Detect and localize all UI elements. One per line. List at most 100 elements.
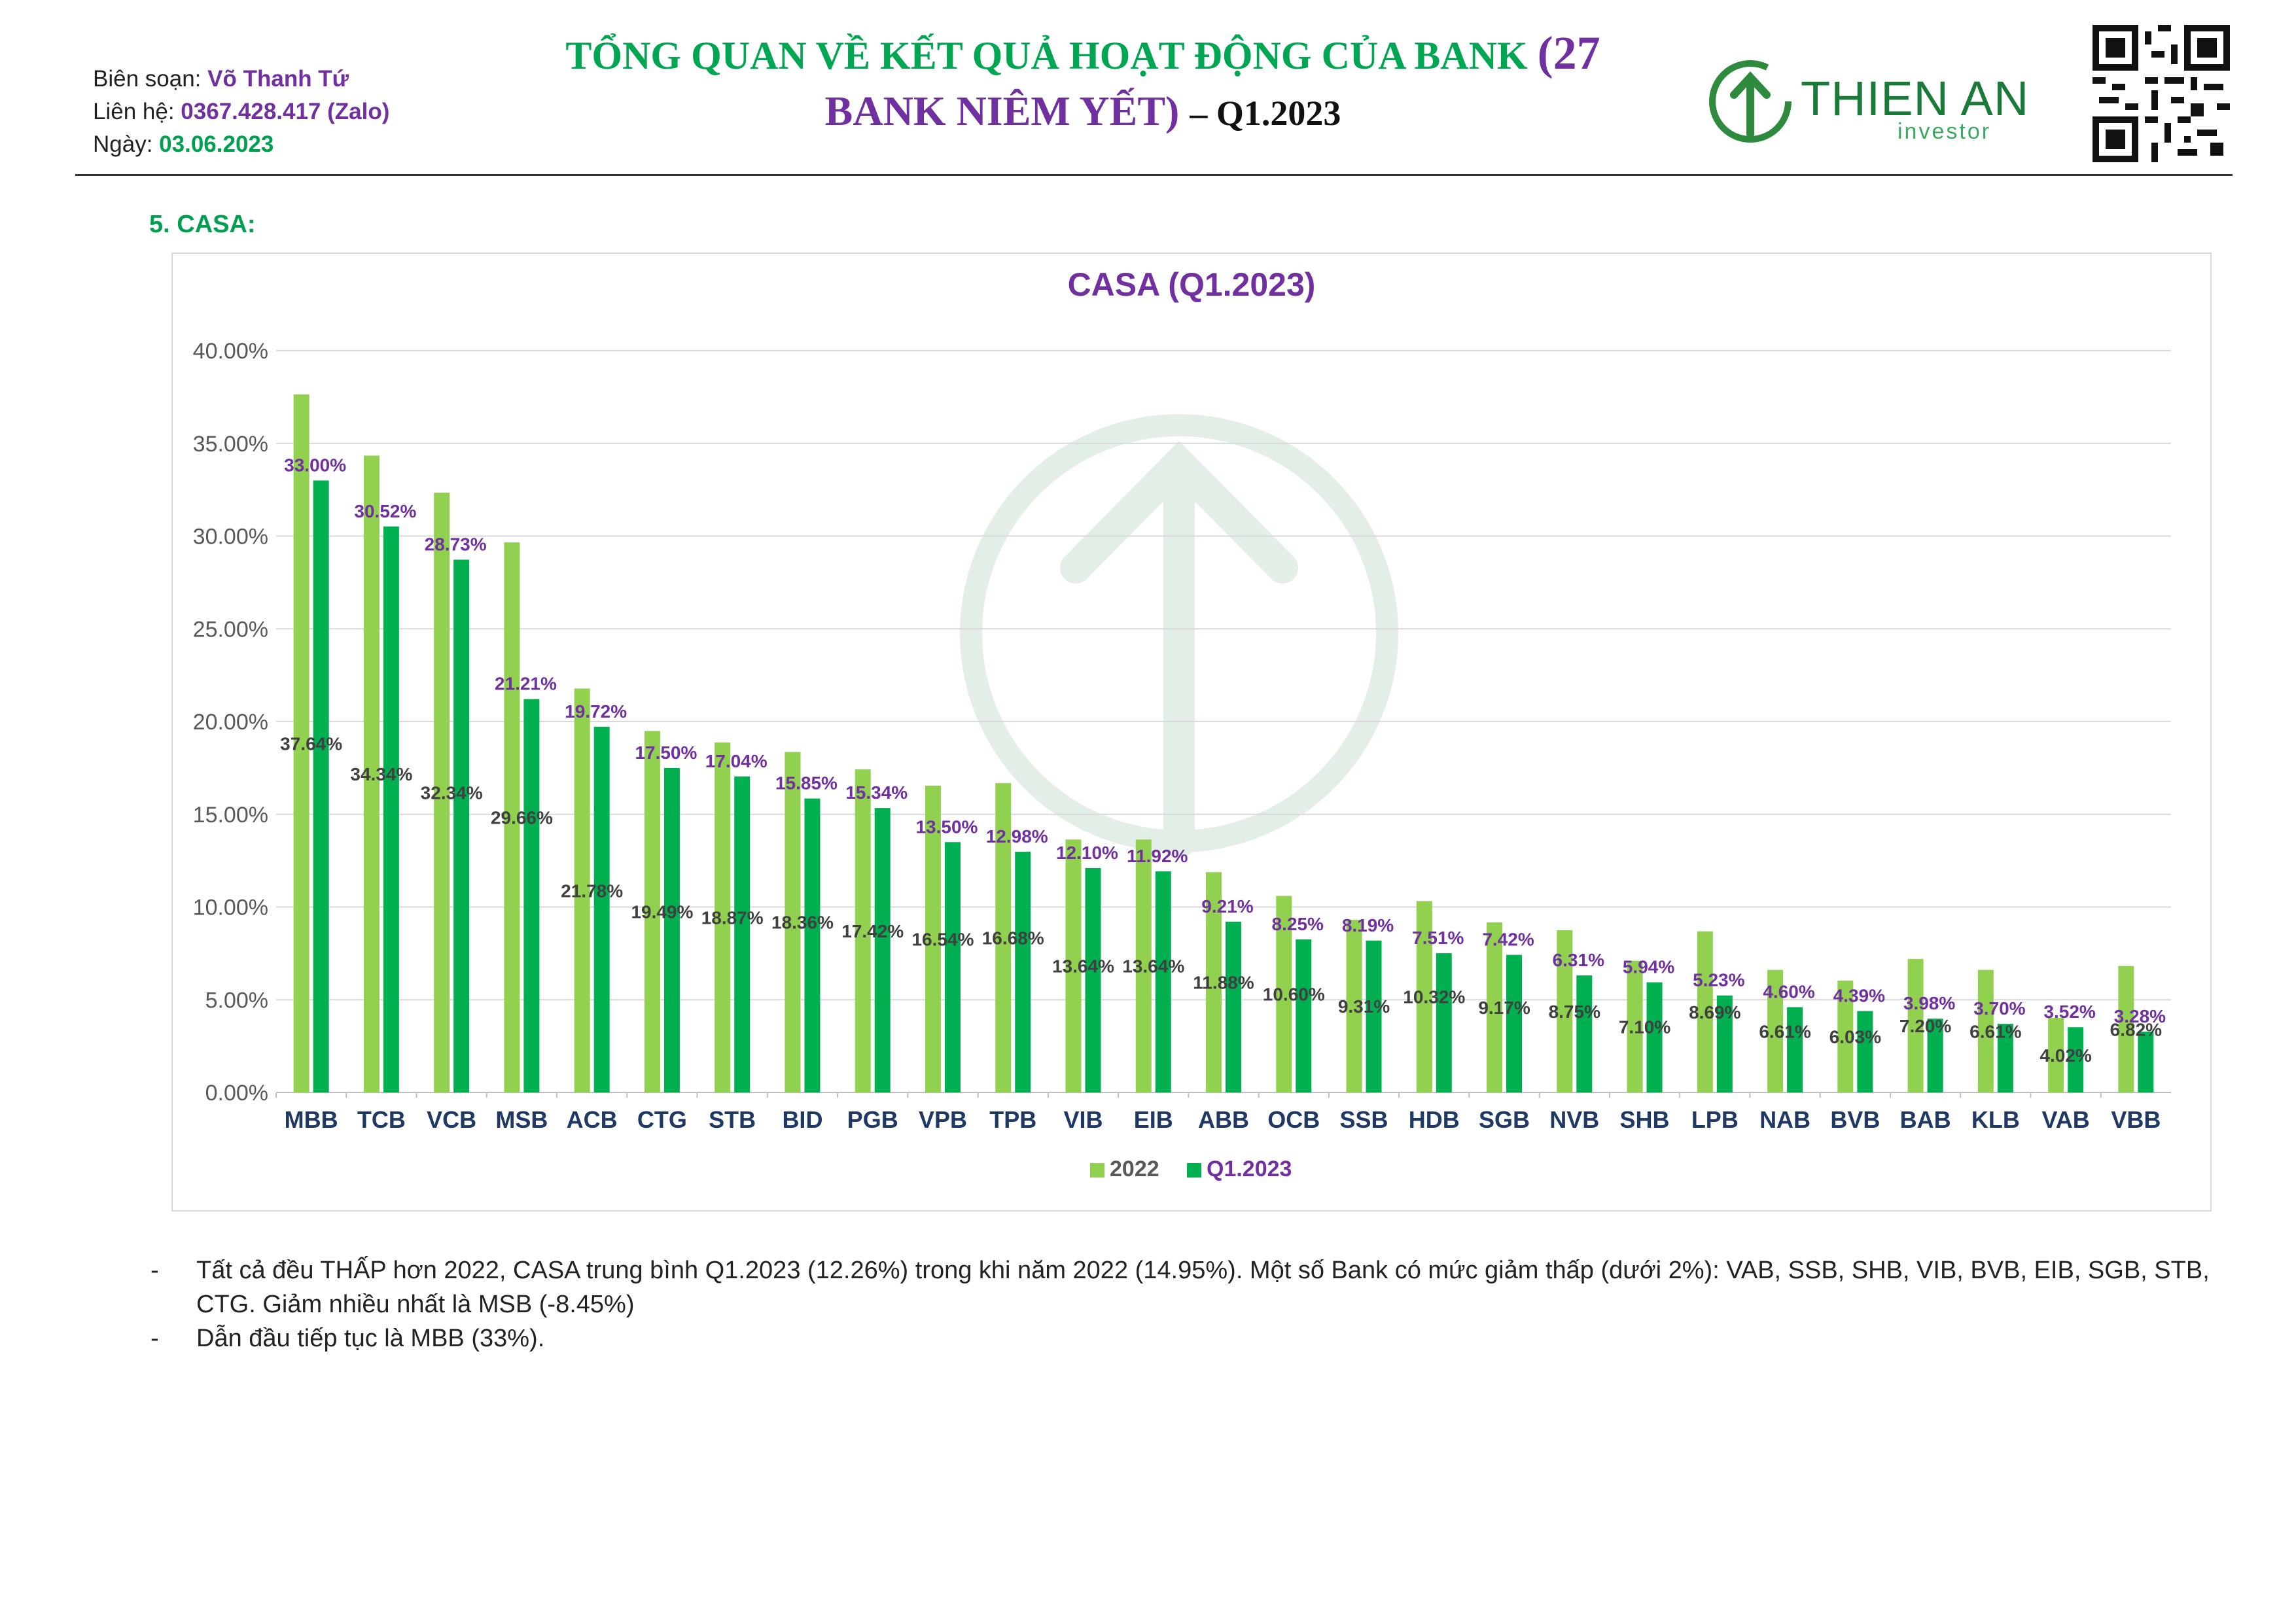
x-tick-label: VPB (919, 1106, 967, 1133)
bar-2022 (1767, 969, 1784, 1092)
data-label-q1-2023: 3.98% (1903, 993, 1955, 1013)
legend-label-2022: 2022 (1110, 1157, 1159, 1181)
data-label-2022: 17.42% (841, 921, 904, 941)
title-line-1: TỔNG QUAN VỀ KẾT QUẢ HOẠT ĐỘNG CỦA BANK … (543, 26, 1623, 82)
bar-2022 (1206, 872, 1222, 1092)
x-tick-label: TPB (989, 1106, 1036, 1133)
y-tick-label: 40.00% (193, 339, 268, 364)
bar-q1-2023 (593, 726, 610, 1092)
bar-q1-2023 (734, 776, 751, 1092)
data-label-q1-2023: 7.51% (1412, 928, 1464, 948)
bar-q1-2023 (523, 699, 540, 1092)
contact-line: Liên hệ: 0367.428.417 (Zalo) (93, 96, 389, 128)
bar-2022 (1837, 981, 1854, 1092)
legend-swatch-q1-2023 (1187, 1163, 1201, 1178)
data-label-2022: 6.61% (1759, 1021, 1810, 1041)
x-tick-label: HDB (1409, 1106, 1460, 1133)
data-label-q1-2023: 17.04% (705, 751, 768, 771)
x-tick-label: VBB (2111, 1106, 2161, 1133)
bar-2022 (574, 688, 590, 1092)
x-tick-label: PGB (847, 1106, 898, 1133)
x-tick-label: ABB (1198, 1106, 1249, 1133)
bar-2022 (925, 786, 941, 1092)
bar-q1-2023 (383, 526, 399, 1092)
logo-name: THIEN AN (1801, 71, 2030, 126)
bar-2022 (1346, 920, 1362, 1092)
data-label-2022: 8.69% (1689, 1002, 1740, 1022)
chart-title: CASA (Q1.2023) (1068, 266, 1316, 303)
data-label-q1-2023: 3.70% (1973, 998, 2025, 1019)
x-tick-label: VCB (427, 1106, 476, 1133)
bar-2022 (855, 769, 871, 1092)
bar-q1-2023 (1436, 953, 1452, 1092)
bar-q1-2023 (1226, 921, 1241, 1092)
logo-tagline: investor (1898, 119, 1992, 144)
thien-an-logo-icon (1709, 60, 1792, 143)
bullet-dash: - (150, 1325, 159, 1352)
date-label: Ngày: (93, 131, 153, 157)
y-tick-label: 15.00% (193, 803, 268, 828)
data-label-2022: 9.31% (1338, 996, 1390, 1017)
date-line: Ngày: 03.06.2023 (93, 128, 389, 161)
data-label-q1-2023: 8.19% (1342, 915, 1394, 935)
data-label-q1-2023: 8.25% (1272, 914, 1324, 934)
data-label-q1-2023: 33.00% (284, 455, 346, 475)
data-label-q1-2023: 15.34% (845, 782, 908, 803)
x-tick-label: STB (709, 1106, 756, 1133)
casa-bar-chart: CASA (Q1.2023) 0.00% 5.00% 10.00% 15.00% 20.0… (193, 266, 2171, 1181)
bar-q1-2023 (2068, 1027, 2084, 1092)
data-label-2022: 6.82% (2110, 1019, 2162, 1039)
bar-2022 (1627, 960, 1643, 1092)
section-heading: 5. CASA: (149, 211, 256, 238)
bar-2022 (1907, 958, 1924, 1092)
y-tick-label: 0.00% (205, 1081, 268, 1106)
bar-2022 (1416, 901, 1432, 1092)
bar-2022 (1487, 922, 1503, 1092)
header-divider (75, 174, 2233, 176)
bar-2022 (785, 752, 801, 1092)
data-label-q1-2023: 13.50% (915, 816, 978, 837)
x-tick-label: BID (782, 1106, 822, 1133)
notes-list: - Tất cả đều THẤP hơn 2022, CASA trung bì… (144, 1253, 2238, 1355)
bar-2022 (715, 742, 731, 1092)
legend-label-q1-2023: Q1.2023 (1207, 1157, 1292, 1181)
date-value: 03.06.2023 (159, 131, 274, 157)
bar-2022 (504, 542, 520, 1092)
bar-q1-2023 (944, 842, 961, 1092)
data-label-2022: 16.68% (982, 928, 1044, 949)
data-label-q1-2023: 12.98% (986, 826, 1048, 846)
bar-q1-2023 (2138, 1032, 2154, 1092)
x-tick-label: OCB (1267, 1106, 1320, 1133)
data-label-q1-2023: 17.50% (635, 742, 697, 763)
bar-q1-2023 (1927, 1019, 1943, 1092)
author-block: Biên soạn: Võ Thanh Tứ Liên hệ: 0367.428… (93, 63, 389, 161)
bar-2022 (2118, 966, 2134, 1092)
data-label-q1-2023: 5.23% (1693, 970, 1744, 990)
title-line-2-suffix: – Q1.2023 (1190, 94, 1341, 133)
title-line-2: BANK NIÊM YẾT) – Q1.2023 (543, 82, 1623, 142)
qr-code-icon[interactable] (2093, 25, 2230, 162)
author-label: Biên soạn: (93, 66, 202, 92)
x-tick-label: TCB (357, 1106, 406, 1133)
x-tick-label: MBB (285, 1106, 338, 1133)
chart-container: CASA (Q1.2023) 0.00% 5.00% 10.00% 15.00% 20.0… (171, 253, 2212, 1212)
data-label-q1-2023: 11.92% (1127, 846, 1188, 866)
bar-q1-2023 (313, 480, 329, 1092)
title-line-2-text: BANK NIÊM YẾT) (824, 88, 1180, 134)
x-tick-label: SGB (1479, 1106, 1530, 1133)
data-label-2022: 13.64% (1122, 956, 1184, 977)
author-line: Biên soạn: Võ Thanh Tứ (93, 63, 389, 96)
note-item: - Tất cả đều THẤP hơn 2022, CASA trung bì… (144, 1253, 2238, 1321)
bar-q1-2023 (1296, 939, 1312, 1092)
data-label-2022: 6.61% (1969, 1021, 2021, 1041)
bar-q1-2023 (663, 767, 680, 1092)
bar-q1-2023 (1646, 982, 1663, 1092)
bar-2022 (995, 783, 1012, 1092)
data-label-2022: 18.87% (701, 908, 764, 928)
x-tick-label: ACB (567, 1106, 618, 1133)
bar-q1-2023 (1155, 871, 1171, 1092)
bar-2022 (1557, 930, 1573, 1092)
data-label-q1-2023: 4.39% (1833, 986, 1885, 1006)
data-label-q1-2023: 3.52% (2043, 1002, 2095, 1022)
data-label-2022: 16.54% (911, 930, 974, 950)
